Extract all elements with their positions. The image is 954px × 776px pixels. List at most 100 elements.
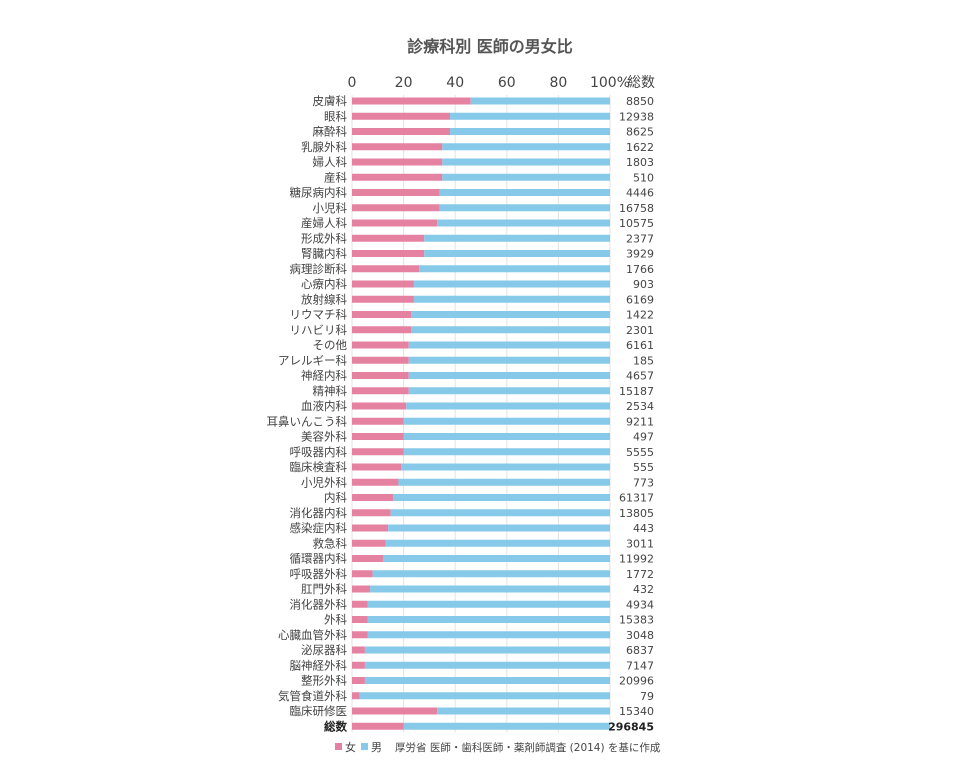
- bar-female: [352, 372, 409, 379]
- legend-female-label: 女: [345, 740, 356, 754]
- bar-female: [352, 570, 373, 578]
- bar-female: [352, 555, 383, 562]
- category-label: 肛門外科: [301, 582, 347, 596]
- bar-female: [352, 128, 451, 135]
- bar-male: [403, 433, 610, 440]
- bar-female: [352, 326, 412, 334]
- count-label: 7147: [626, 659, 654, 672]
- bar-male: [359, 692, 610, 700]
- category-label: 麻酔科: [313, 125, 348, 139]
- bar-male: [411, 311, 610, 318]
- count-label: 1622: [626, 141, 654, 154]
- category-label: リウマチ科: [290, 308, 348, 322]
- source-note: 厚労省 医師・歯科医師・薬剤師調査 (2014) を基に作成: [395, 741, 661, 754]
- category-label: 耳鼻いんこう科: [267, 414, 348, 428]
- category-label: 呼吸器外科: [290, 567, 348, 581]
- bar-female: [352, 97, 471, 105]
- count-labels: 8850 12938 8625 1622 1803 510 4446 16758 10575 23…: [608, 95, 654, 733]
- bar-female: [352, 524, 389, 532]
- category-label: 精神科: [313, 384, 348, 398]
- count-label: 1803: [626, 156, 654, 169]
- category-label: 美容外科: [301, 430, 347, 444]
- bar-male: [408, 356, 610, 364]
- count-label: 185: [633, 354, 654, 367]
- bar-male: [398, 478, 610, 486]
- category-label: 感染症内科: [290, 521, 348, 535]
- bar-female: [352, 463, 402, 471]
- bar-male: [401, 463, 610, 471]
- bar-male: [403, 448, 610, 456]
- bar-female: [352, 219, 438, 227]
- count-label: 4934: [626, 598, 654, 611]
- category-label: 小児科: [313, 201, 348, 215]
- count-label: 4446: [626, 187, 654, 200]
- count-label: 555: [633, 461, 654, 474]
- count-label: 296845: [608, 720, 654, 733]
- category-label: 臨床検査科: [290, 460, 348, 474]
- count-label: 10575: [619, 217, 654, 230]
- count-label: 6161: [626, 339, 654, 352]
- x-tick-label: 0: [348, 75, 357, 91]
- count-label: 13805: [619, 507, 654, 520]
- category-label: 小児外科: [301, 475, 347, 489]
- bar-female: [352, 722, 404, 730]
- count-label: 15340: [619, 705, 654, 718]
- bar-female: [352, 494, 394, 501]
- bar-male: [470, 97, 610, 105]
- category-label: 形成外科: [301, 231, 347, 245]
- count-label: 6837: [626, 644, 654, 657]
- category-label: 心療内科: [301, 277, 347, 291]
- count-label: 1766: [626, 263, 654, 276]
- x-tick-label: 20: [395, 75, 413, 91]
- bar-male: [406, 402, 610, 410]
- legend-male-swatch: [361, 743, 368, 750]
- bar-female: [352, 600, 368, 608]
- bar-female: [352, 234, 425, 242]
- bar-male: [413, 280, 610, 288]
- category-label: 泌尿器科: [301, 643, 347, 657]
- bar-female: [352, 311, 412, 318]
- count-label: 2377: [626, 232, 654, 245]
- bar-female: [352, 402, 407, 410]
- category-label: 婦人科: [313, 155, 348, 169]
- x-tick-label: 40: [446, 75, 464, 91]
- count-label: 1422: [626, 309, 654, 322]
- bar-female: [352, 204, 440, 212]
- count-label: 2534: [626, 400, 654, 413]
- bar-male: [390, 509, 610, 517]
- count-label: 510: [633, 171, 654, 184]
- category-label: 総数: [324, 719, 347, 733]
- chart-title: 診療科別 医師の男女比: [407, 37, 573, 56]
- bar-male: [388, 524, 610, 532]
- bar-male: [413, 295, 610, 303]
- count-label: 20996: [619, 675, 654, 688]
- count-label: 2301: [626, 324, 654, 337]
- bar-male: [408, 341, 610, 349]
- bar-male: [437, 219, 610, 227]
- bar-female: [352, 341, 409, 349]
- count-label: 4657: [626, 370, 654, 383]
- count-label: 16758: [619, 202, 654, 215]
- count-label: 3929: [626, 248, 654, 261]
- bar-male: [370, 585, 610, 593]
- bar-male: [408, 387, 610, 395]
- legend-male-label: 男: [371, 741, 382, 754]
- bar-male: [439, 204, 610, 212]
- count-label: 6169: [626, 293, 654, 306]
- count-label: 79: [640, 690, 654, 703]
- category-label: 臨床研修医: [290, 704, 348, 718]
- bars: [352, 97, 610, 730]
- x-tick-label: 80: [549, 75, 567, 91]
- count-label: 5555: [626, 446, 654, 459]
- bar-female: [352, 692, 360, 700]
- category-label: 循環器内科: [290, 552, 348, 566]
- category-label: 外科: [324, 613, 347, 627]
- bar-male: [450, 128, 610, 135]
- bar-male: [403, 722, 610, 730]
- count-label: 3048: [626, 629, 654, 642]
- count-label: 773: [633, 476, 654, 489]
- category-label: 産婦人科: [301, 216, 347, 230]
- category-label: 整形外科: [301, 674, 347, 688]
- count-label: 443: [633, 522, 654, 535]
